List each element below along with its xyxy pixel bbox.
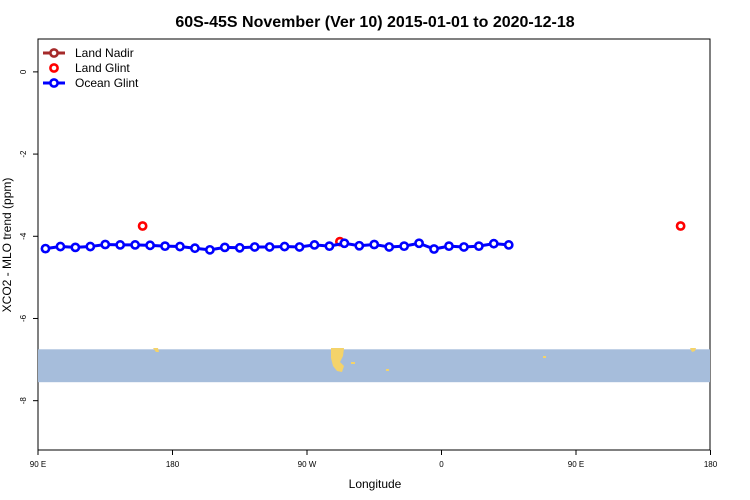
legend-item: Land Nadir: [43, 46, 134, 60]
data-point: [488, 238, 499, 249]
x-tick-label: 180: [166, 460, 180, 469]
data-point: [384, 242, 395, 252]
legend-swatch-marker: [49, 48, 59, 58]
data-point: [264, 242, 275, 252]
legend-label: Land Glint: [75, 61, 130, 75]
y-tick-label: -4: [19, 232, 28, 240]
x-axis-label: Longitude: [349, 477, 402, 491]
legend-item: Ocean Glint: [43, 76, 139, 90]
data-point: [55, 241, 66, 252]
series-ocean-glint: [40, 238, 514, 255]
x-tick-label: 0: [439, 460, 444, 469]
legend-label: Land Nadir: [75, 46, 134, 60]
map-band: [38, 348, 710, 383]
data-point: [137, 221, 148, 231]
x-tick-label: 180: [704, 460, 718, 469]
data-point: [429, 244, 439, 254]
data-point: [294, 242, 305, 252]
land-shape: [690, 348, 696, 352]
ocean-band: [38, 349, 710, 383]
y-tick-label: -8: [19, 397, 28, 405]
data-point: [675, 221, 686, 231]
data-point: [249, 242, 260, 252]
data-point: [459, 242, 469, 252]
data-point: [369, 239, 380, 250]
legend-swatch-marker: [49, 63, 59, 73]
land-shape: [543, 356, 546, 358]
data-point: [399, 241, 410, 252]
y-tick-label: -2: [19, 150, 28, 158]
data-point: [85, 241, 96, 252]
legend-item: Land Glint: [49, 61, 130, 75]
y-tick-label: -6: [19, 314, 28, 322]
y-axis-label: XCO2 - MLO trend (ppm): [0, 178, 14, 313]
data-point: [503, 240, 514, 250]
x-tick-label: 90 E: [30, 460, 46, 469]
data-point: [444, 241, 454, 252]
legend-swatch-marker: [49, 78, 59, 88]
data-point: [70, 242, 81, 253]
data-point: [40, 243, 51, 254]
x-tick-label: 90 W: [298, 460, 317, 469]
land-shape: [386, 369, 389, 371]
data-point: [160, 241, 170, 252]
data-point: [130, 240, 141, 250]
data-point: [414, 238, 424, 249]
series-layer: [40, 221, 686, 255]
data-point: [145, 240, 155, 251]
data-point: [190, 243, 200, 254]
x-tick-label: 90 E: [568, 460, 584, 469]
land-shape: [351, 362, 355, 364]
data-point: [100, 239, 111, 250]
y-tick-label: 0: [19, 69, 28, 74]
legend-label: Ocean Glint: [75, 76, 139, 90]
data-point: [339, 238, 350, 249]
data-point: [309, 240, 320, 250]
x-axis: 90 E 180 90 W 0 90 E 180: [30, 450, 718, 469]
data-point: [219, 242, 230, 253]
data-point: [279, 241, 290, 252]
data-point: [354, 240, 365, 251]
land-shape: [153, 348, 159, 352]
data-point: [473, 241, 484, 252]
series-line: [45, 241, 509, 252]
data-point: [115, 240, 126, 250]
data-point: [324, 241, 335, 252]
series-land-glint: [137, 221, 686, 247]
data-point: [175, 241, 185, 252]
chart-title: 60S-45S November (Ver 10) 2015-01-01 to …: [175, 14, 574, 31]
plot-frame: [37, 38, 711, 451]
y-axis: 0 -2 -4 -6 -8: [19, 69, 38, 404]
land-shape: [331, 348, 344, 372]
data-point: [234, 242, 245, 253]
data-point: [204, 244, 215, 255]
